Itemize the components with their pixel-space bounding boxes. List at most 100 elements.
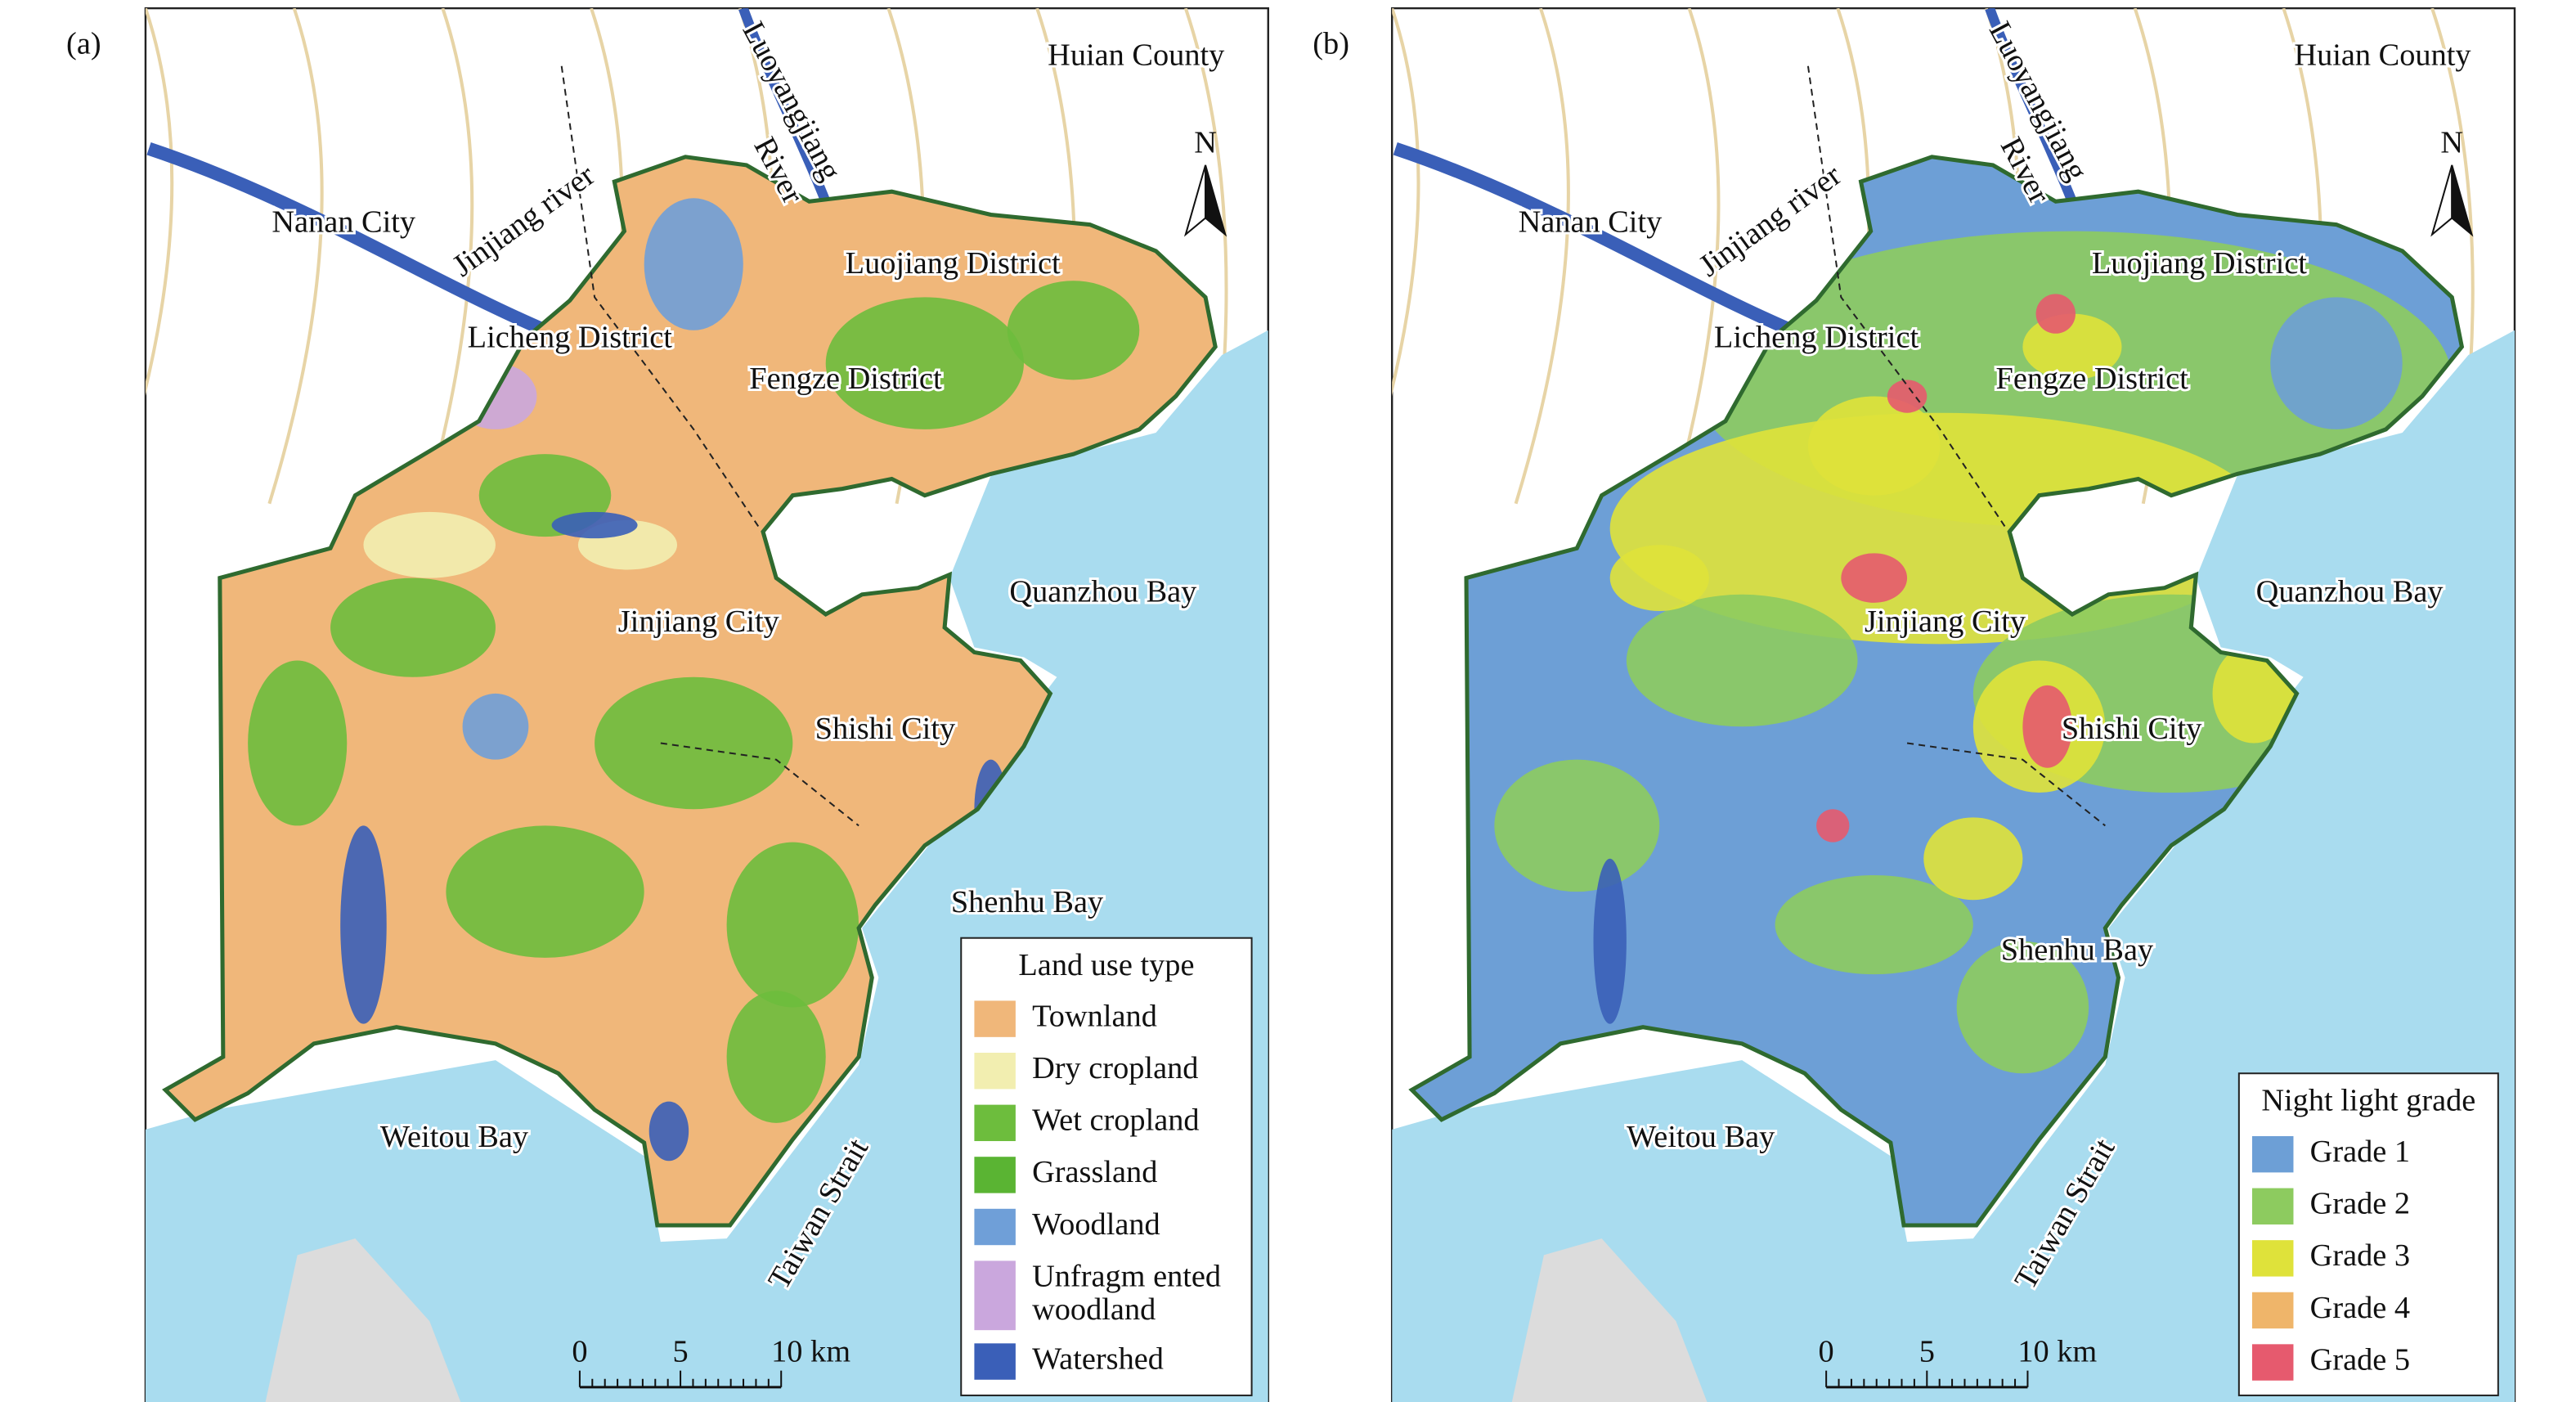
road [267,8,324,505]
patch [1626,594,1858,727]
legend-box [2237,1072,2499,1396]
place-label: Shenhu Bay [951,885,1104,919]
legend-label: Grade 5 [2310,1342,2410,1377]
patch [462,693,529,760]
patch [551,511,638,539]
place-label: Luojiang District [846,246,1061,281]
legend-swatch [974,1260,1016,1331]
place-label: Fengze District [1996,362,2189,396]
legend-title: Night light grade [2261,1083,2475,1117]
patch [644,198,743,330]
legend-label: Woodland [1032,1207,1160,1242]
place-label: Licheng District [1714,321,1919,355]
map-content [1392,8,2515,1402]
scale-label: 10 km [771,1334,850,1368]
patch [1923,817,2023,901]
legend-swatch [974,1000,1016,1037]
legend-label: Watershed [1032,1341,1164,1376]
patch [726,991,826,1123]
patch [648,1101,689,1162]
legend-swatch [2252,1135,2294,1173]
study-boundary [1408,155,2465,1228]
north-label: N [2440,125,2463,160]
legend-title: Land use type [1018,948,1194,982]
study-boundary [162,155,1218,1228]
patch [340,825,387,1024]
patch [2035,294,2076,334]
patch [2022,685,2072,768]
place-label: Huian County [1048,38,1225,72]
patch [330,577,496,677]
legend-swatch [2252,1344,2294,1381]
patch [595,676,793,810]
place-label: Fengze District [749,362,942,396]
patch [1816,809,1850,843]
patch [1775,874,1973,975]
legend-label: Townland [1032,999,1157,1033]
place-label: Licheng District [468,321,673,355]
panel-label: (a) [66,26,101,61]
patch [1593,858,1627,1024]
scale-label: 0 [572,1334,587,1368]
place-label: Quanzhou Bay [1009,575,1197,609]
land-cover [248,198,1140,1162]
legend-label: Grade 3 [2310,1238,2410,1273]
patch [1841,553,1908,603]
place-label: Jinjiang City [1865,604,2026,639]
legend-label: Grade 2 [2310,1187,2410,1221]
place-label: Nanan City [1519,204,1663,239]
patch [1956,941,2089,1074]
legend-label: Dry cropland [1032,1051,1198,1085]
legend-label: Grade 4 [2310,1291,2410,1325]
legend-label: Grade 1 [2310,1135,2410,1169]
legend-swatch [2252,1240,2294,1277]
patch [825,297,1024,429]
legend-swatch [974,1053,1016,1090]
scale-label: 0 [1819,1334,1834,1368]
north-arrow [1205,164,1227,237]
legend-label: Grassland [1032,1155,1157,1189]
north-label: N [1194,125,1217,160]
patch [446,825,644,958]
patch [248,660,348,826]
road [1671,8,1721,505]
legend-swatch [2252,1292,2294,1329]
place-label: Weitou Bay [1627,1120,1775,1154]
scale-label: 5 [672,1334,688,1368]
legend-label: Unfragm ented woodland [1032,1259,1221,1326]
place-label: Luojiang District [2092,246,2307,281]
road [145,8,174,396]
place-label: Weitou Bay [380,1120,529,1154]
place-label: Shenhu Bay [2001,933,2154,968]
road [424,8,474,505]
panel-label: (b) [1313,26,1349,61]
north-arrow [2451,164,2474,237]
place-label: Shishi City [815,712,956,746]
place-label: Nanan City [272,204,416,239]
legend-swatch [974,1104,1016,1142]
patch [1494,759,1660,892]
sea [1392,330,2515,1402]
place-label: Quanzhou Bay [2256,575,2444,609]
patch [726,842,859,1008]
legend-swatch [974,1157,1016,1193]
admin-boundary [1806,65,2106,827]
road [1392,8,1420,396]
patch [1007,281,1140,380]
map-panel: (b) Huian CountyLuoyangjiangRiverJinjiang… [1313,7,2516,1402]
patch [2270,297,2403,429]
foreign-land [1511,1238,1708,1402]
road [1514,8,1570,505]
legend-swatch [2252,1188,2294,1225]
scale-label: 5 [1919,1334,1935,1368]
patch [1807,396,1941,496]
patch [1887,380,1928,413]
admin-boundary [560,65,859,827]
legend-label: Wet cropland [1032,1103,1200,1138]
legend-swatch [974,1343,1016,1380]
place-label: Shishi City [2062,712,2202,746]
foreign-land [265,1238,461,1402]
scale-label: 10 km [2017,1334,2097,1368]
